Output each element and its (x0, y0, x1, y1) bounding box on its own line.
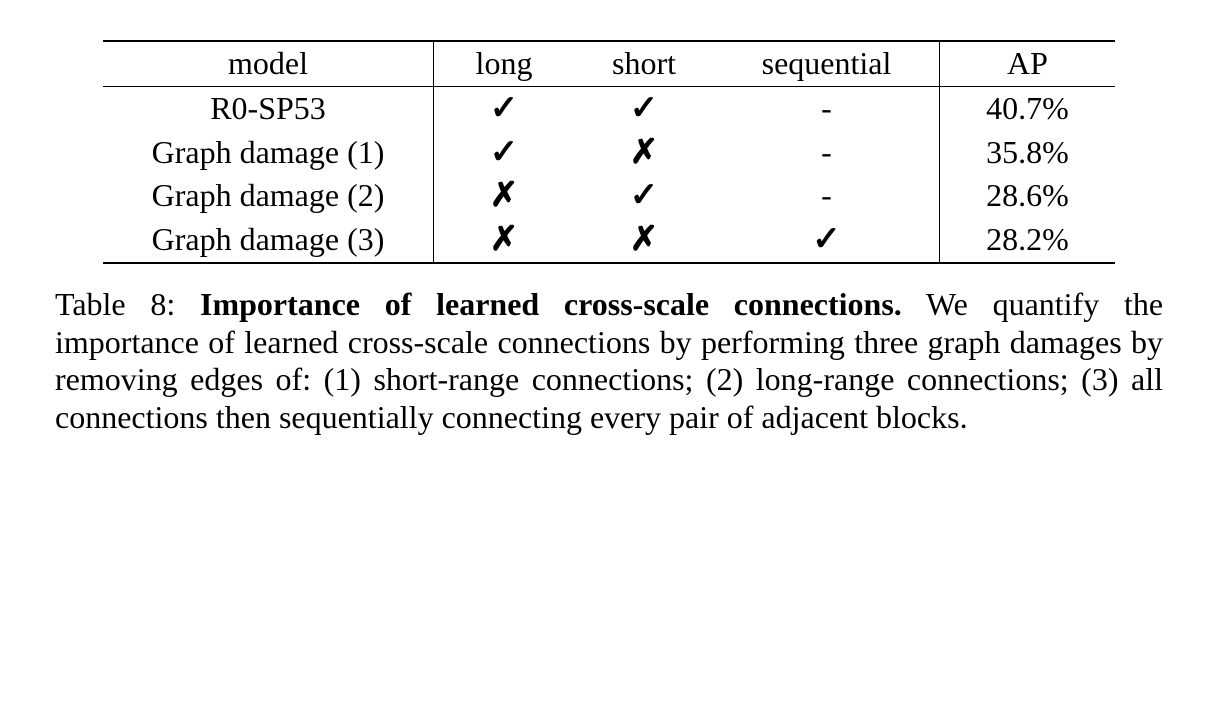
cell-model: Graph damage (2) (103, 174, 434, 218)
cell-sequential: - (714, 131, 940, 175)
table-caption: Table 8: Importance of learned cross-sca… (55, 286, 1163, 437)
cell-ap: 28.6% (940, 174, 1116, 218)
check-icon: ✓ (630, 176, 659, 214)
cell-long: ✓ (434, 131, 575, 175)
caption-title: Importance of learned cross-scale connec… (200, 286, 902, 322)
cell-model: Graph damage (1) (103, 131, 434, 175)
col-header-model: model (103, 41, 434, 86)
cross-icon: ✗ (630, 220, 659, 258)
cell-sequential: - (714, 86, 940, 130)
cell-long: ✗ (434, 218, 575, 263)
cell-short: ✓ (574, 174, 714, 218)
col-header-long: long (434, 41, 575, 86)
table-row: R0-SP53 ✓ ✓ - 40.7% (103, 86, 1115, 130)
caption-label: Table 8: (55, 286, 175, 322)
check-icon: ✓ (490, 89, 519, 127)
check-icon: ✓ (630, 89, 659, 127)
cross-icon: ✗ (490, 220, 519, 258)
cell-ap: 40.7% (940, 86, 1116, 130)
cell-ap: 28.2% (940, 218, 1116, 263)
cell-long: ✗ (434, 174, 575, 218)
col-header-short: short (574, 41, 714, 86)
cell-short: ✗ (574, 131, 714, 175)
cell-sequential: - (714, 174, 940, 218)
col-header-ap: AP (940, 41, 1116, 86)
cell-ap: 35.8% (940, 131, 1116, 175)
check-icon: ✓ (490, 133, 519, 171)
col-header-sequential: sequential (714, 41, 940, 86)
cell-model: Graph damage (3) (103, 218, 434, 263)
table-row: Graph damage (1) ✓ ✗ - 35.8% (103, 131, 1115, 175)
cell-short: ✓ (574, 86, 714, 130)
table-row: Graph damage (3) ✗ ✗ ✓ 28.2% (103, 218, 1115, 263)
cell-long: ✓ (434, 86, 575, 130)
cell-model: R0-SP53 (103, 86, 434, 130)
cell-sequential: ✓ (714, 218, 940, 263)
cell-short: ✗ (574, 218, 714, 263)
table-row: Graph damage (2) ✗ ✓ - 28.6% (103, 174, 1115, 218)
results-table: model long short sequential AP R0-SP53 ✓… (103, 40, 1115, 264)
cross-icon: ✗ (490, 176, 519, 214)
cross-icon: ✗ (630, 133, 659, 171)
check-icon: ✓ (812, 220, 841, 258)
